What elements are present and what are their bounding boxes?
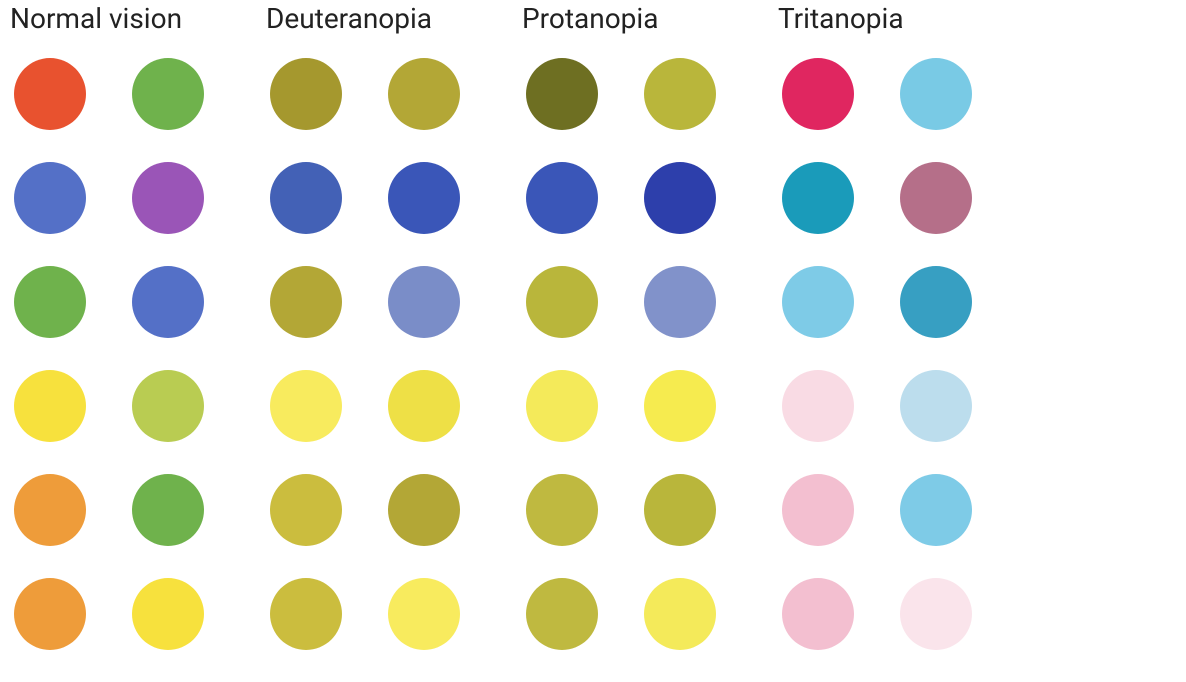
swatch: [900, 474, 972, 546]
color-vision-comparison: Normal vision Deuteranopia: [0, 4, 1186, 650]
swatch-grid: [14, 58, 204, 650]
swatch: [644, 162, 716, 234]
swatch: [388, 266, 460, 338]
swatch: [388, 58, 460, 130]
swatch: [14, 370, 86, 442]
swatch: [132, 58, 204, 130]
swatch: [132, 578, 204, 650]
swatch: [644, 266, 716, 338]
swatch: [526, 162, 598, 234]
swatch: [900, 370, 972, 442]
swatch: [270, 162, 342, 234]
group-protanopia: Protanopia: [522, 4, 716, 650]
swatch: [388, 474, 460, 546]
swatch: [900, 162, 972, 234]
swatch: [526, 474, 598, 546]
swatch: [782, 578, 854, 650]
swatch: [900, 578, 972, 650]
group-title: Normal vision: [10, 4, 204, 48]
swatch: [782, 474, 854, 546]
swatch: [644, 578, 716, 650]
swatch-grid: [526, 58, 716, 650]
swatch: [782, 58, 854, 130]
swatch: [14, 162, 86, 234]
swatch: [526, 578, 598, 650]
swatch: [900, 266, 972, 338]
swatch-grid: [782, 58, 972, 650]
group-title: Protanopia: [522, 4, 716, 48]
swatch: [270, 578, 342, 650]
swatch: [388, 578, 460, 650]
swatch: [388, 370, 460, 442]
swatch: [270, 58, 342, 130]
group-title: Tritanopia: [778, 4, 972, 48]
swatch: [644, 370, 716, 442]
swatch: [14, 474, 86, 546]
swatch: [782, 162, 854, 234]
group-tritanopia: Tritanopia: [778, 4, 972, 650]
swatch: [14, 58, 86, 130]
group-normal-vision: Normal vision: [10, 4, 204, 650]
swatch: [900, 58, 972, 130]
swatch: [782, 370, 854, 442]
swatch: [132, 266, 204, 338]
swatch-grid: [270, 58, 460, 650]
swatch: [270, 474, 342, 546]
swatch: [526, 58, 598, 130]
swatch: [14, 578, 86, 650]
swatch: [644, 58, 716, 130]
swatch: [782, 266, 854, 338]
swatch: [132, 162, 204, 234]
swatch: [132, 474, 204, 546]
swatch: [644, 474, 716, 546]
swatch: [14, 266, 86, 338]
swatch: [526, 370, 598, 442]
group-deuteranopia: Deuteranopia: [266, 4, 460, 650]
group-title: Deuteranopia: [266, 4, 460, 48]
swatch: [526, 266, 598, 338]
swatch: [132, 370, 204, 442]
swatch: [270, 370, 342, 442]
swatch: [388, 162, 460, 234]
swatch: [270, 266, 342, 338]
